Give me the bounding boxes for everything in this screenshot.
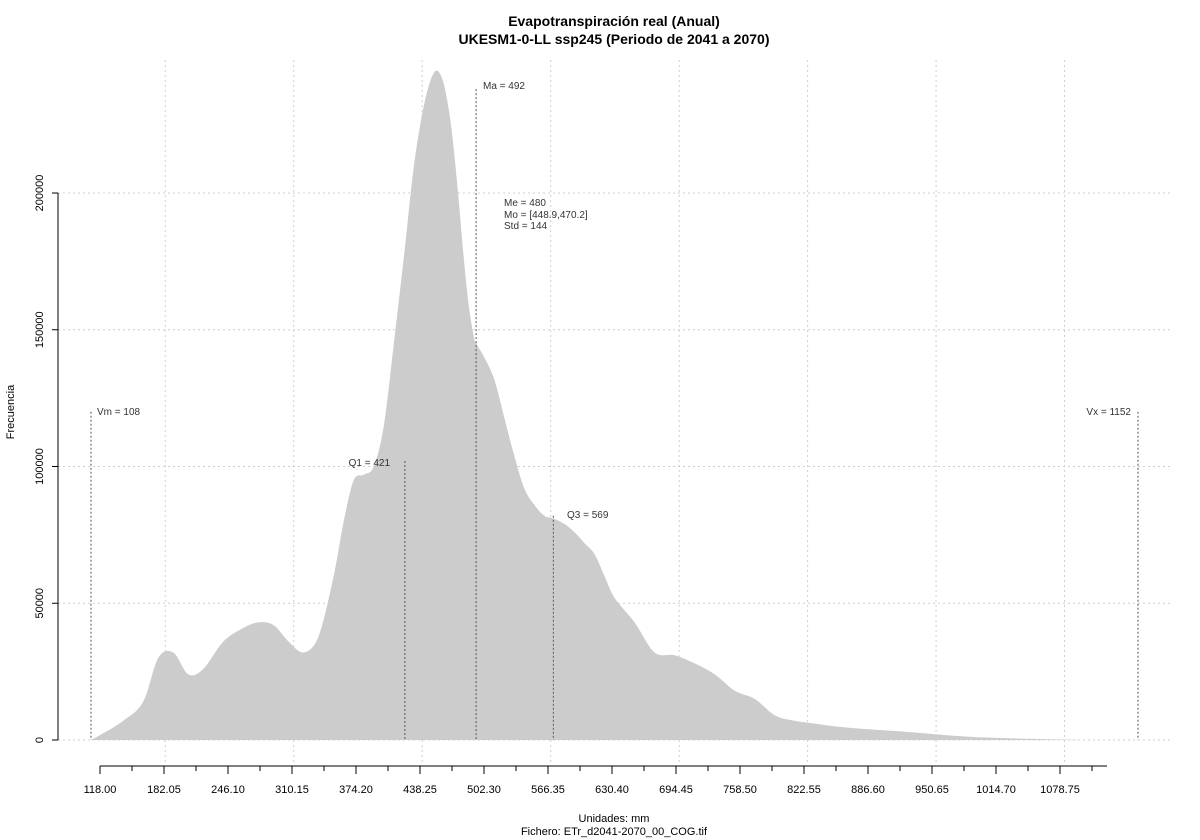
x-tick-label: 950.65	[915, 784, 949, 796]
y-tick-label: 200000	[34, 175, 46, 212]
annotation-median: Me = 480	[504, 198, 546, 209]
x-tick-label: 310.15	[275, 784, 309, 796]
x-tick-label: 1078.75	[1040, 784, 1080, 796]
x-axis-ticks: 118.00 182.05 246.10 310.15 374.20 438.25 502.…	[84, 766, 1093, 796]
y-tick-label: 0	[34, 737, 46, 743]
x-tick-label: 374.20	[339, 784, 373, 796]
marker-lines	[90, 89, 1139, 740]
x-tick-label: 182.05	[147, 784, 181, 796]
x-tick-label: 694.45	[659, 784, 693, 796]
annotation-mean: Ma = 492	[483, 81, 525, 92]
annotation-q3: Q3 = 569	[567, 510, 609, 521]
x-tick-label: 1014.70	[976, 784, 1016, 796]
x-tick-label: 566.35	[531, 784, 565, 796]
x-tick-label: 758.50	[723, 784, 757, 796]
annotation-q1: Q1 = 421	[349, 458, 391, 469]
y-axis-label: Frecuencia	[5, 384, 17, 439]
y-tick-label: 150000	[34, 311, 46, 348]
file-caption: Fichero: ETr_d2041-2070_00_COG.tif	[521, 826, 708, 838]
x-tick-label: 438.25	[403, 784, 437, 796]
y-axis-ticks: 0 50000 100000 150000 200000	[34, 175, 58, 743]
y-tick-label: 100000	[34, 448, 46, 485]
x-tick-label: 822.55	[787, 784, 821, 796]
chart-title: Evapotranspiración real (Anual)	[508, 13, 720, 29]
density-area	[91, 70, 1138, 741]
chart-subtitle: UKESM1-0-LL ssp245 (Periodo de 2041 a 20…	[459, 31, 770, 47]
x-tick-label: 118.00	[84, 784, 117, 796]
annotation-std: Std = 144	[504, 221, 548, 232]
x-axis-label: Unidades: mm	[579, 813, 650, 825]
annotation-max: Vx = 1152	[1086, 407, 1131, 418]
annotation-min: Vm = 108	[97, 407, 141, 418]
y-tick-label: 50000	[34, 588, 46, 619]
x-tick-label: 630.40	[595, 784, 629, 796]
x-tick-label: 886.60	[851, 784, 885, 796]
annotation-mode: Mo = [448.9,470.2]	[504, 210, 588, 221]
x-tick-label: 502.30	[467, 784, 501, 796]
x-tick-label: 246.10	[211, 784, 245, 796]
